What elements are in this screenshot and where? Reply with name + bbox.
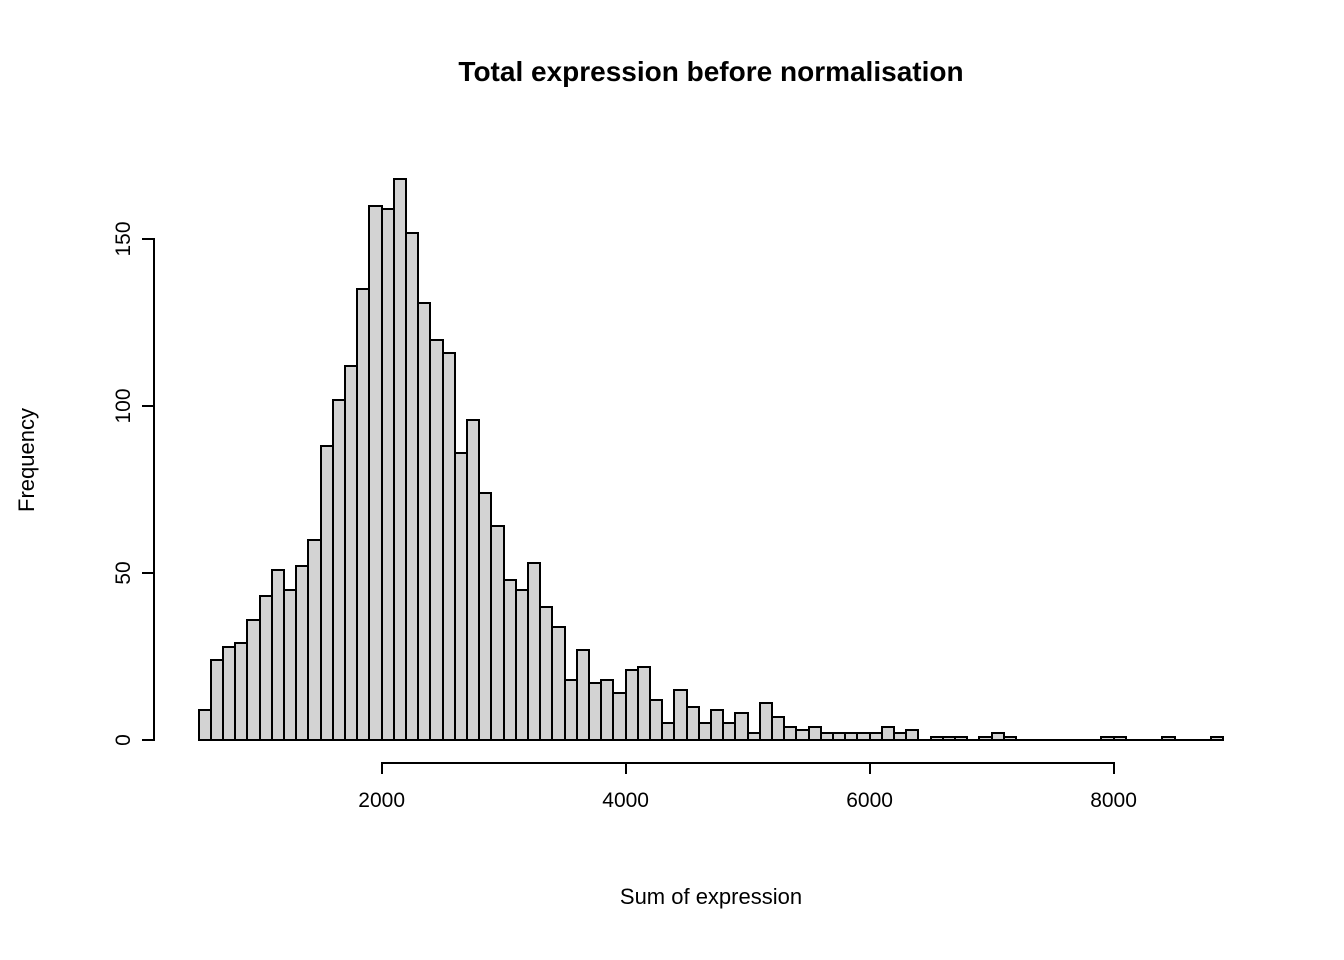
- y-tick-label: 150: [112, 221, 135, 257]
- y-axis-tick: [142, 739, 153, 741]
- y-tick-label: 50: [112, 561, 135, 585]
- y-axis-tick: [142, 572, 153, 575]
- y-axis-label: Frequency: [14, 408, 39, 512]
- x-axis: [380, 762, 1115, 764]
- y-tick-label: 0: [112, 734, 135, 746]
- x-axis-tick: [1112, 763, 1115, 774]
- x-axis-tick: [380, 763, 383, 774]
- y-axis-tick: [142, 405, 153, 408]
- chart-title: Total expression before normalisation: [458, 56, 964, 87]
- y-axis: [153, 238, 155, 741]
- x-tick-label: 8000: [1090, 789, 1137, 812]
- y-axis-tick: [142, 238, 153, 241]
- histogram-baseline: [197, 739, 1225, 741]
- y-tick-label: 100: [112, 388, 135, 424]
- x-tick-label: 4000: [602, 789, 649, 812]
- x-axis-tick: [624, 763, 627, 774]
- x-axis-tick: [868, 763, 871, 774]
- x-axis-label: Sum of expression: [619, 884, 803, 909]
- x-tick-label: 2000: [358, 789, 406, 812]
- x-tick-label: 6000: [846, 789, 893, 812]
